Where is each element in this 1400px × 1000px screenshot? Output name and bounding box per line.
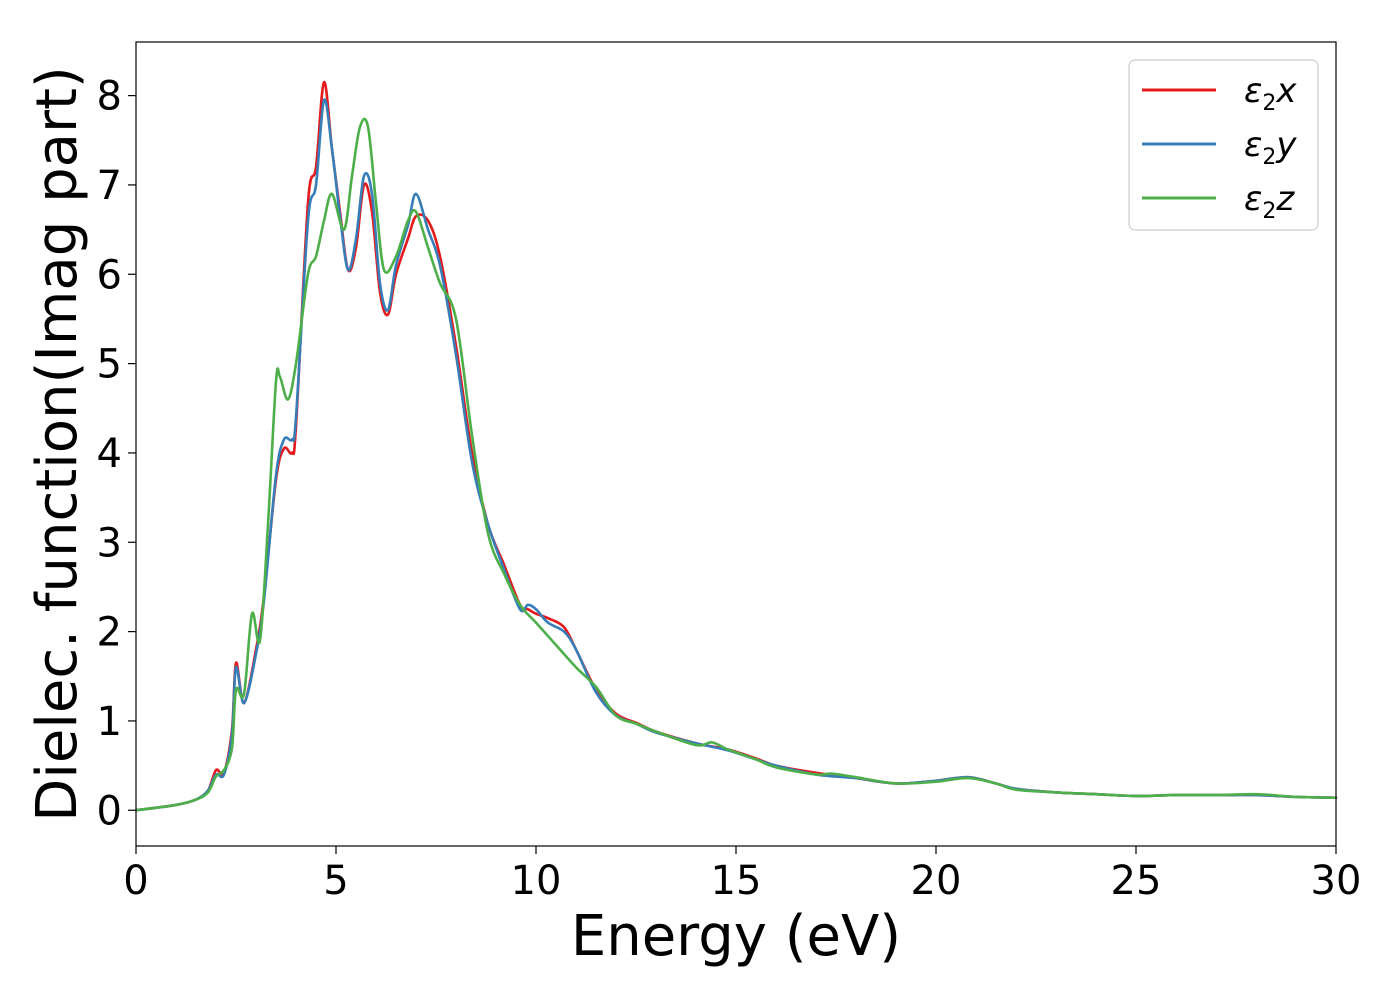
- y-tick-label: 6: [97, 252, 122, 298]
- y-tick-label: 5: [97, 342, 122, 388]
- y-tick-label: 8: [97, 74, 122, 120]
- x-tick-label: 15: [711, 858, 762, 904]
- x-axis-title: Energy (eV): [571, 904, 901, 969]
- x-tick-label: 20: [911, 858, 962, 904]
- x-tick-label: 5: [323, 858, 348, 904]
- y-tick-label: 7: [97, 163, 122, 209]
- x-tick-label: 0: [123, 858, 148, 904]
- y-tick-label: 4: [97, 431, 122, 477]
- x-tick-label: 10: [511, 858, 562, 904]
- legend-box: [1128, 59, 1319, 231]
- y-tick-label: 3: [97, 520, 122, 566]
- x-axis: 0 5 10 15 20 25 30: [123, 846, 1361, 904]
- legend: ε2x ε2y ε2z: [1128, 59, 1319, 231]
- series-line-z: [134, 117, 1338, 812]
- legend-label-y: ε2y: [1244, 125, 1297, 170]
- series-layer: [134, 80, 1338, 812]
- y-axis-title: Dielec. function(Imag part): [25, 66, 90, 822]
- y-tick-label: 2: [97, 610, 122, 656]
- y-axis: 0 1 2 3 4 5 6 7 8: [97, 74, 136, 834]
- x-tick-label: 30: [1311, 858, 1362, 904]
- y-tick-label: 1: [97, 699, 122, 745]
- x-tick-label: 25: [1111, 858, 1162, 904]
- legend-label-z: ε2z: [1244, 179, 1295, 224]
- y-tick-label: 0: [97, 788, 122, 834]
- legend-label-x: ε2x: [1244, 71, 1297, 116]
